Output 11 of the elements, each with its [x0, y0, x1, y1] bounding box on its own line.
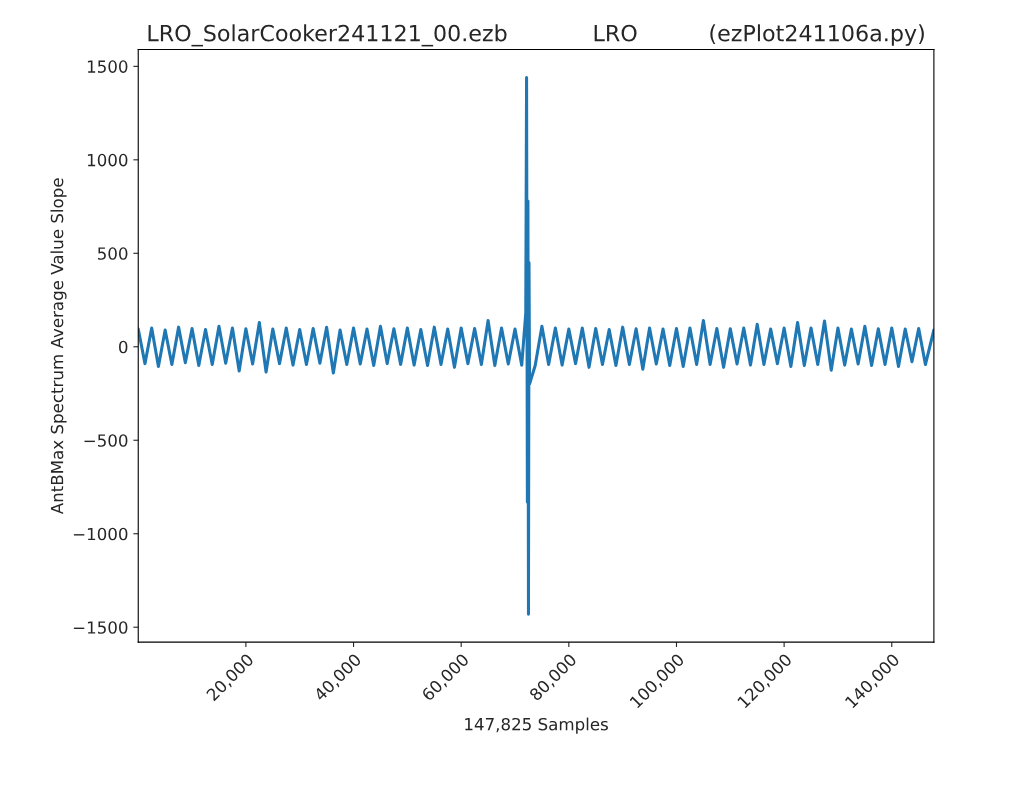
y-tick-label: 500	[97, 247, 128, 260]
y-tick-label: −500	[84, 434, 128, 447]
y-tick-label: −1500	[73, 621, 128, 634]
line-series	[138, 76, 934, 616]
x-axis-title: 147,825 Samples	[465, 717, 608, 734]
y-tick-label: 1000	[87, 153, 128, 167]
y-axis-title: AntBMax Spectrum Average Value Slope	[50, 178, 67, 515]
chart-title: LRO_SolarCooker241121_00.ezb LRO (ezPlot241106a.py)	[148, 24, 924, 47]
y-tick-label: 1500	[87, 60, 128, 73]
y-tick-label: 0	[119, 340, 128, 354]
y-tick-label: −1000	[73, 527, 128, 541]
